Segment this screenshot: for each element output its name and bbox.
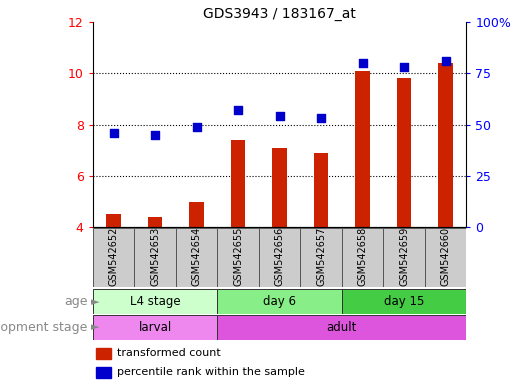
Point	[192, 124, 201, 130]
Bar	[217, 289, 342, 314]
Text: transformed count: transformed count	[117, 348, 221, 358]
Text: GSM542657: GSM542657	[316, 227, 326, 286]
Point	[358, 60, 367, 66]
Title: GDS3943 / 183167_at: GDS3943 / 183167_at	[203, 7, 356, 21]
Bar	[96, 348, 111, 359]
Bar	[106, 215, 121, 227]
Bar	[176, 228, 217, 287]
Bar	[217, 228, 259, 287]
Text: GSM542660: GSM542660	[440, 227, 450, 286]
Text: GSM542652: GSM542652	[109, 227, 119, 286]
Text: GSM542659: GSM542659	[399, 227, 409, 286]
Text: day 6: day 6	[263, 295, 296, 308]
Point	[317, 115, 325, 121]
Text: day 15: day 15	[384, 295, 425, 308]
Text: percentile rank within the sample: percentile rank within the sample	[117, 367, 305, 377]
Bar	[93, 289, 217, 314]
Bar	[342, 228, 383, 287]
Bar	[217, 315, 466, 340]
Text: GSM542656: GSM542656	[275, 227, 285, 286]
Bar	[231, 140, 245, 227]
Bar	[397, 78, 411, 227]
Point	[276, 113, 284, 119]
Bar	[438, 63, 453, 227]
Bar	[148, 217, 162, 227]
Point	[400, 64, 408, 70]
Bar	[314, 153, 329, 227]
Point	[234, 107, 242, 113]
Bar	[259, 228, 301, 287]
Text: GSM542653: GSM542653	[150, 227, 160, 286]
Point	[441, 58, 450, 64]
Bar	[93, 228, 134, 287]
Text: age: age	[64, 295, 87, 308]
Bar	[93, 315, 217, 340]
Bar	[272, 148, 287, 227]
Text: GSM542654: GSM542654	[191, 227, 201, 286]
Bar	[355, 71, 370, 227]
Bar	[96, 367, 111, 378]
Text: L4 stage: L4 stage	[130, 295, 180, 308]
Text: larval: larval	[138, 321, 172, 334]
Bar	[134, 228, 176, 287]
Text: adult: adult	[326, 321, 357, 334]
Text: ►: ►	[91, 322, 100, 333]
Bar	[425, 228, 466, 287]
Bar	[342, 289, 466, 314]
Text: GSM542658: GSM542658	[358, 227, 368, 286]
Text: GSM542655: GSM542655	[233, 227, 243, 286]
Bar	[189, 202, 204, 227]
Point	[151, 132, 159, 138]
Text: ►: ►	[91, 296, 100, 307]
Text: development stage: development stage	[0, 321, 87, 334]
Bar	[383, 228, 425, 287]
Bar	[301, 228, 342, 287]
Point	[109, 130, 118, 136]
